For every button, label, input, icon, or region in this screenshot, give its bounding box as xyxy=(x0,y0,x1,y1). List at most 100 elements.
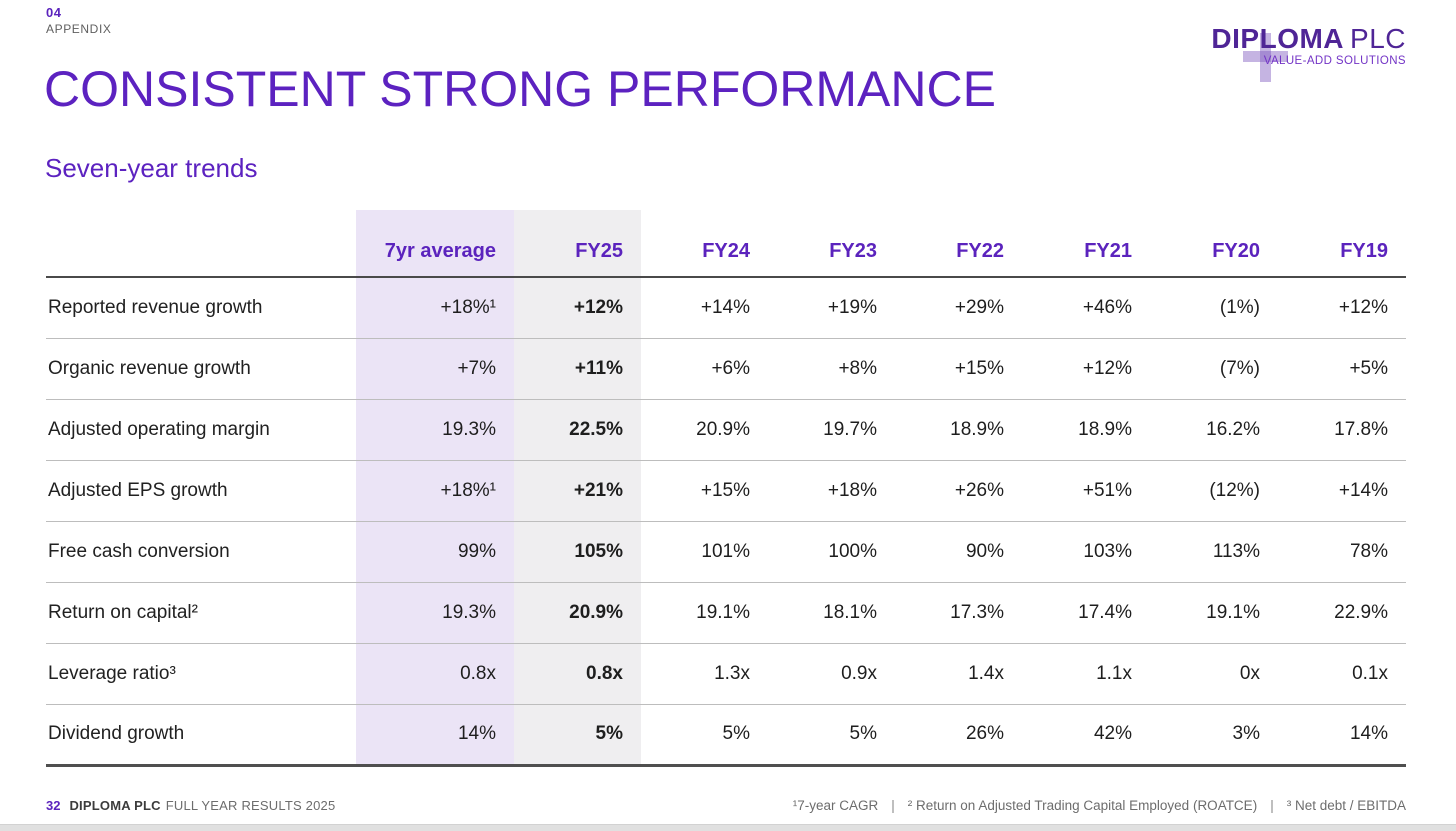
cell-fy24: 1.3x xyxy=(714,662,750,684)
cell-fy25: 105% xyxy=(514,521,641,582)
page-number: 32 xyxy=(46,797,61,813)
cell-fy25: 0.8x xyxy=(514,643,641,704)
table-row: Dividend growth 14% 5% 5% 5% 26% 42% 3% 14% xyxy=(46,704,1406,765)
header-fy23: FY23 xyxy=(829,240,877,262)
cell-fy22: +26% xyxy=(954,479,1004,501)
cell-fy25: +12% xyxy=(514,277,641,338)
logo-suffix: PLC xyxy=(1350,23,1406,54)
cell-fy24: +14% xyxy=(700,296,750,318)
header-fy20: FY20 xyxy=(1212,240,1260,262)
company-logo: DIPLOMA PLC VALUE-ADD SOLUTIONS xyxy=(1200,23,1406,82)
cell-fy21: 103% xyxy=(1083,540,1132,562)
plus-icon xyxy=(1243,51,1288,62)
cell-7yr-average: 0.8x xyxy=(356,643,514,704)
cell-fy20: (12%) xyxy=(1209,479,1260,501)
cell-7yr-average: 19.3% xyxy=(356,582,514,643)
cell-7yr-average: +18%¹ xyxy=(356,460,514,521)
cell-fy23: +18% xyxy=(827,479,877,501)
table-body: Reported revenue growth +18%¹ +12% +14% +19%… xyxy=(46,277,1406,765)
row-label: Free cash conversion xyxy=(48,540,230,562)
cell-fy20: 16.2% xyxy=(1206,418,1260,440)
cell-7yr-average: +7% xyxy=(356,338,514,399)
cell-fy25: +21% xyxy=(514,460,641,521)
section-tag: 04 APPENDIX xyxy=(46,5,112,36)
cell-fy21: +46% xyxy=(1082,296,1132,318)
cell-fy21: 1.1x xyxy=(1096,662,1132,684)
bottom-edge-bar xyxy=(0,824,1456,831)
cell-fy19: 78% xyxy=(1349,540,1388,562)
cell-fy19: 14% xyxy=(1349,723,1388,744)
footnote-2: ² Return on Adjusted Trading Capital Emp… xyxy=(907,797,1258,813)
table-header-row: 7yr average FY25 FY24 FY23 FY22 FY21 FY2… xyxy=(46,210,1406,277)
section-label: APPENDIX xyxy=(46,22,112,36)
footnote-3: ³ Net debt / EBITDA xyxy=(1286,797,1406,813)
cell-fy25: 20.9% xyxy=(514,582,641,643)
cell-fy19: +14% xyxy=(1338,479,1388,501)
cell-7yr-average: +18%¹ xyxy=(356,277,514,338)
footer-company: DIPLOMA PLC xyxy=(69,797,161,813)
footnote-1: ¹7-year CAGR xyxy=(792,797,879,813)
table-row: Organic revenue growth +7% +11% +6% +8% +15% +… xyxy=(46,338,1406,399)
table-row: Adjusted operating margin 19.3% 22.5% 20.9%… xyxy=(46,399,1406,460)
slide-footer: 32 DIPLOMA PLC FULL YEAR RESULTS 2025 ¹7… xyxy=(46,794,1406,816)
section-number: 04 xyxy=(46,5,62,20)
header-fy21: FY21 xyxy=(1084,240,1132,262)
cell-fy19: 0.1x xyxy=(1352,662,1388,684)
cell-fy23: +8% xyxy=(838,357,877,379)
cell-fy24: 5% xyxy=(722,723,750,744)
cell-fy19: +5% xyxy=(1349,357,1388,379)
logo-name: DIPLOMA xyxy=(1211,23,1345,54)
row-label: Adjusted operating margin xyxy=(48,418,270,440)
cell-fy20: (1%) xyxy=(1219,296,1260,318)
cell-7yr-average: 19.3% xyxy=(356,399,514,460)
footnotes: ¹7-year CAGR | ² Return on Adjusted Trad… xyxy=(793,798,1406,813)
cell-fy21: +12% xyxy=(1082,357,1132,379)
logo-tagline: VALUE-ADD SOLUTIONS xyxy=(1263,55,1406,67)
cell-fy23: 19.7% xyxy=(823,418,877,440)
cell-fy20: 19.1% xyxy=(1206,601,1260,623)
footer-report: FULL YEAR RESULTS 2025 xyxy=(165,797,336,813)
table-row: Adjusted EPS growth +18%¹ +21% +15% +18% +26%… xyxy=(46,460,1406,521)
header-fy24: FY24 xyxy=(702,240,750,262)
footnote-separator: | xyxy=(1270,797,1274,813)
cell-fy23: 0.9x xyxy=(841,662,877,684)
row-label: Organic revenue growth xyxy=(48,357,251,379)
row-label: Reported revenue growth xyxy=(48,296,263,318)
footnote-separator: | xyxy=(891,797,895,813)
cell-fy21: 42% xyxy=(1093,723,1132,744)
cell-7yr-average: 14% xyxy=(356,704,514,765)
cell-fy19: 22.9% xyxy=(1334,601,1388,623)
cell-fy22: 1.4x xyxy=(968,662,1004,684)
cell-fy23: 18.1% xyxy=(823,601,877,623)
cell-7yr-average: 99% xyxy=(356,521,514,582)
cell-fy23: +19% xyxy=(827,296,877,318)
plus-icon xyxy=(1260,33,1271,82)
row-label: Dividend growth xyxy=(48,723,185,744)
cell-fy25: +11% xyxy=(514,338,641,399)
table-row: Leverage ratio³ 0.8x 0.8x 1.3x 0.9x 1.4x 1.1x 0… xyxy=(46,643,1406,704)
cell-fy19: 17.8% xyxy=(1334,418,1388,440)
trends-table: 7yr average FY25 FY24 FY23 FY22 FY21 FY2… xyxy=(46,210,1406,767)
row-label: Adjusted EPS growth xyxy=(48,479,228,501)
header-7yr-average: 7yr average xyxy=(356,210,514,277)
table-row: Return on capital² 19.3% 20.9% 19.1% 18.1% 17… xyxy=(46,582,1406,643)
cell-fy21: +51% xyxy=(1082,479,1132,501)
cell-fy24: 101% xyxy=(701,540,750,562)
cell-fy20: (7%) xyxy=(1219,357,1260,379)
cell-fy24: +6% xyxy=(711,357,750,379)
table-row: Free cash conversion 99% 105% 101% 100% 90% 10… xyxy=(46,521,1406,582)
cell-fy19: +12% xyxy=(1338,296,1388,318)
cell-fy24: +15% xyxy=(700,479,750,501)
cell-fy23: 100% xyxy=(828,540,877,562)
cell-fy22: 17.3% xyxy=(950,601,1004,623)
cell-fy22: 26% xyxy=(965,723,1004,744)
header-fy25: FY25 xyxy=(514,210,641,277)
header-fy19: FY19 xyxy=(1340,240,1388,262)
cell-fy24: 20.9% xyxy=(696,418,750,440)
cell-fy22: +15% xyxy=(954,357,1004,379)
cell-fy21: 18.9% xyxy=(1078,418,1132,440)
row-label: Return on capital² xyxy=(48,601,198,623)
header-fy22: FY22 xyxy=(956,240,1004,262)
cell-fy20: 3% xyxy=(1232,723,1260,744)
